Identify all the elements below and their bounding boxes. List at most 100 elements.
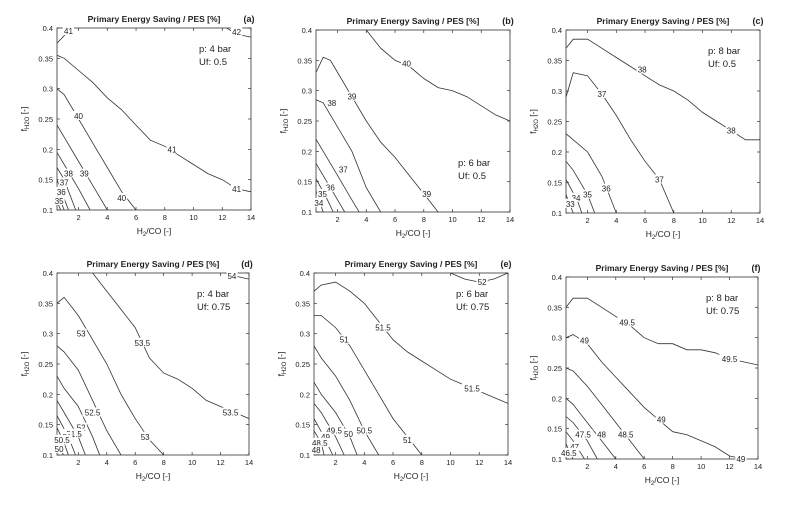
contour-label: 50 — [55, 445, 64, 454]
pressure-annotation: p: 4 bar — [197, 289, 229, 300]
contour-label-bg — [75, 422, 87, 432]
y-tick-label: 0.3 — [302, 87, 312, 96]
contour-lines — [566, 297, 758, 459]
contour-label: 36 — [602, 185, 611, 194]
contour-label: 37 — [655, 175, 664, 184]
y-tick-label: 0.1 — [552, 455, 562, 464]
contour-label-bg — [75, 328, 87, 338]
chart-title: Primary Energy Saving / PES [%] — [87, 259, 220, 269]
contour-label-bg — [319, 431, 332, 441]
pressure-annotation: p: 6 bar — [458, 158, 490, 169]
contour-label: 48.5 — [618, 431, 634, 440]
y-tick-label: 0.4 — [302, 26, 312, 35]
contour-label: 35 — [318, 190, 327, 199]
contour-line-35 — [566, 160, 596, 213]
x-tick-label: 4 — [362, 458, 366, 467]
contour-label-bg — [568, 441, 581, 451]
x-tick-label: 12 — [725, 462, 733, 471]
contour-label-bg — [346, 91, 358, 101]
y-axis-label: fH2O [-] — [19, 352, 31, 377]
y-tick-label: 0.35 — [547, 303, 562, 312]
contour-label: 40 — [74, 112, 83, 121]
contour-label: 38 — [64, 170, 73, 179]
x-tick-label: 4 — [364, 215, 368, 224]
x-tick-label: 10 — [697, 462, 705, 471]
contour-label-bg — [51, 434, 73, 444]
contour-label: 51 — [403, 436, 412, 445]
y-tick-label: 0.2 — [552, 148, 562, 157]
y-tick-label: 0.4 — [43, 269, 53, 278]
x-tick-label: 2 — [585, 216, 589, 225]
contour-label-bg — [564, 198, 576, 208]
x-tick-label: 8 — [672, 216, 676, 225]
contour-line-52.5 — [57, 345, 122, 455]
contour-label-bg — [226, 271, 238, 281]
panel-label: (e) — [501, 259, 512, 269]
contour-line-50.5 — [314, 345, 380, 455]
contour-label: 48 — [597, 431, 606, 440]
contour-line-51 — [314, 315, 423, 455]
contour-label: 47 — [570, 443, 579, 452]
contour-label: 36 — [326, 184, 335, 193]
x-axis-label: H2/CO [-] — [645, 475, 680, 487]
contour-label-bg — [600, 183, 612, 193]
contour-label-bg — [735, 454, 747, 463]
contour-label: 36 — [57, 188, 66, 197]
contour-label-bg — [572, 429, 594, 439]
y-tick-label: 0.1 — [43, 451, 53, 460]
contour-label-bg — [78, 168, 90, 178]
contour-label-bg — [337, 164, 349, 174]
contour-label: 40 — [117, 194, 126, 203]
contour-label-bg — [421, 188, 433, 198]
contour-label-bg — [581, 189, 594, 199]
contour-label: 37 — [60, 179, 69, 188]
panel-b: Primary Energy Saving / PES [%] (b) 2 4 6 8 10… — [278, 16, 514, 240]
x-tick-label: 10 — [446, 458, 454, 467]
contour-line-49 — [566, 334, 744, 459]
contour-label: 47.5 — [575, 431, 591, 440]
plot-frame — [565, 29, 761, 214]
contour-label: 48 — [312, 446, 321, 455]
y-tick-label: 0.2 — [302, 147, 312, 156]
contour-label-bg — [166, 144, 178, 154]
chart-title: Primary Energy Saving / PES [%] — [596, 263, 729, 273]
contour-label: 49 — [580, 337, 589, 346]
uf-annotation: Uf: 0.75 — [706, 306, 739, 317]
x-tick-label: 4 — [105, 458, 109, 467]
contour-label: 50 — [344, 430, 353, 439]
contour-label: 53 — [141, 433, 150, 442]
contour-label: 38 — [727, 127, 736, 136]
plot-frame — [56, 27, 252, 211]
panel-label: (f) — [752, 263, 761, 273]
y-tick-label: 0.2 — [43, 390, 53, 399]
contour-label-bg — [342, 428, 355, 438]
contour-label: 46.5 — [561, 449, 577, 458]
contour-label: 51.5 — [464, 384, 480, 393]
contour-label: 49 — [736, 455, 745, 464]
x-tick-label: 12 — [216, 458, 224, 467]
panel-c: Primary Energy Saving / PES [%] (c) 2 4 6 8 10… — [528, 16, 764, 241]
contour-label: 49.5 — [326, 427, 342, 436]
contour-label: 33 — [566, 200, 575, 209]
x-tick-label: 8 — [422, 215, 426, 224]
contour-lines — [57, 28, 251, 210]
contour-label: 53.5 — [223, 409, 239, 418]
contour-label-bg — [725, 125, 737, 135]
x-tick-label: 14 — [504, 458, 512, 467]
contour-label: 51.5 — [66, 430, 82, 439]
y-axis-label: fH2O [-] — [528, 356, 540, 381]
contour-label-bg — [220, 407, 241, 417]
contour-label-bg — [616, 317, 638, 327]
contour-label-bg — [636, 64, 648, 74]
contour-label: 35 — [55, 197, 64, 206]
panel-label: (d) — [241, 259, 253, 269]
contour-label: 41 — [232, 185, 241, 194]
x-tick-label: 10 — [189, 213, 197, 222]
x-tick-label: 8 — [671, 462, 675, 471]
contour-label-bg — [313, 197, 325, 207]
contour-label-bg — [338, 334, 350, 344]
chart-title: Primary Energy Saving / PES [%] — [347, 16, 480, 26]
panel-f: Primary Energy Saving / PES [%] (f) 2 4 6 8 10… — [528, 263, 762, 487]
uf-annotation: Uf: 0.75 — [456, 302, 489, 313]
